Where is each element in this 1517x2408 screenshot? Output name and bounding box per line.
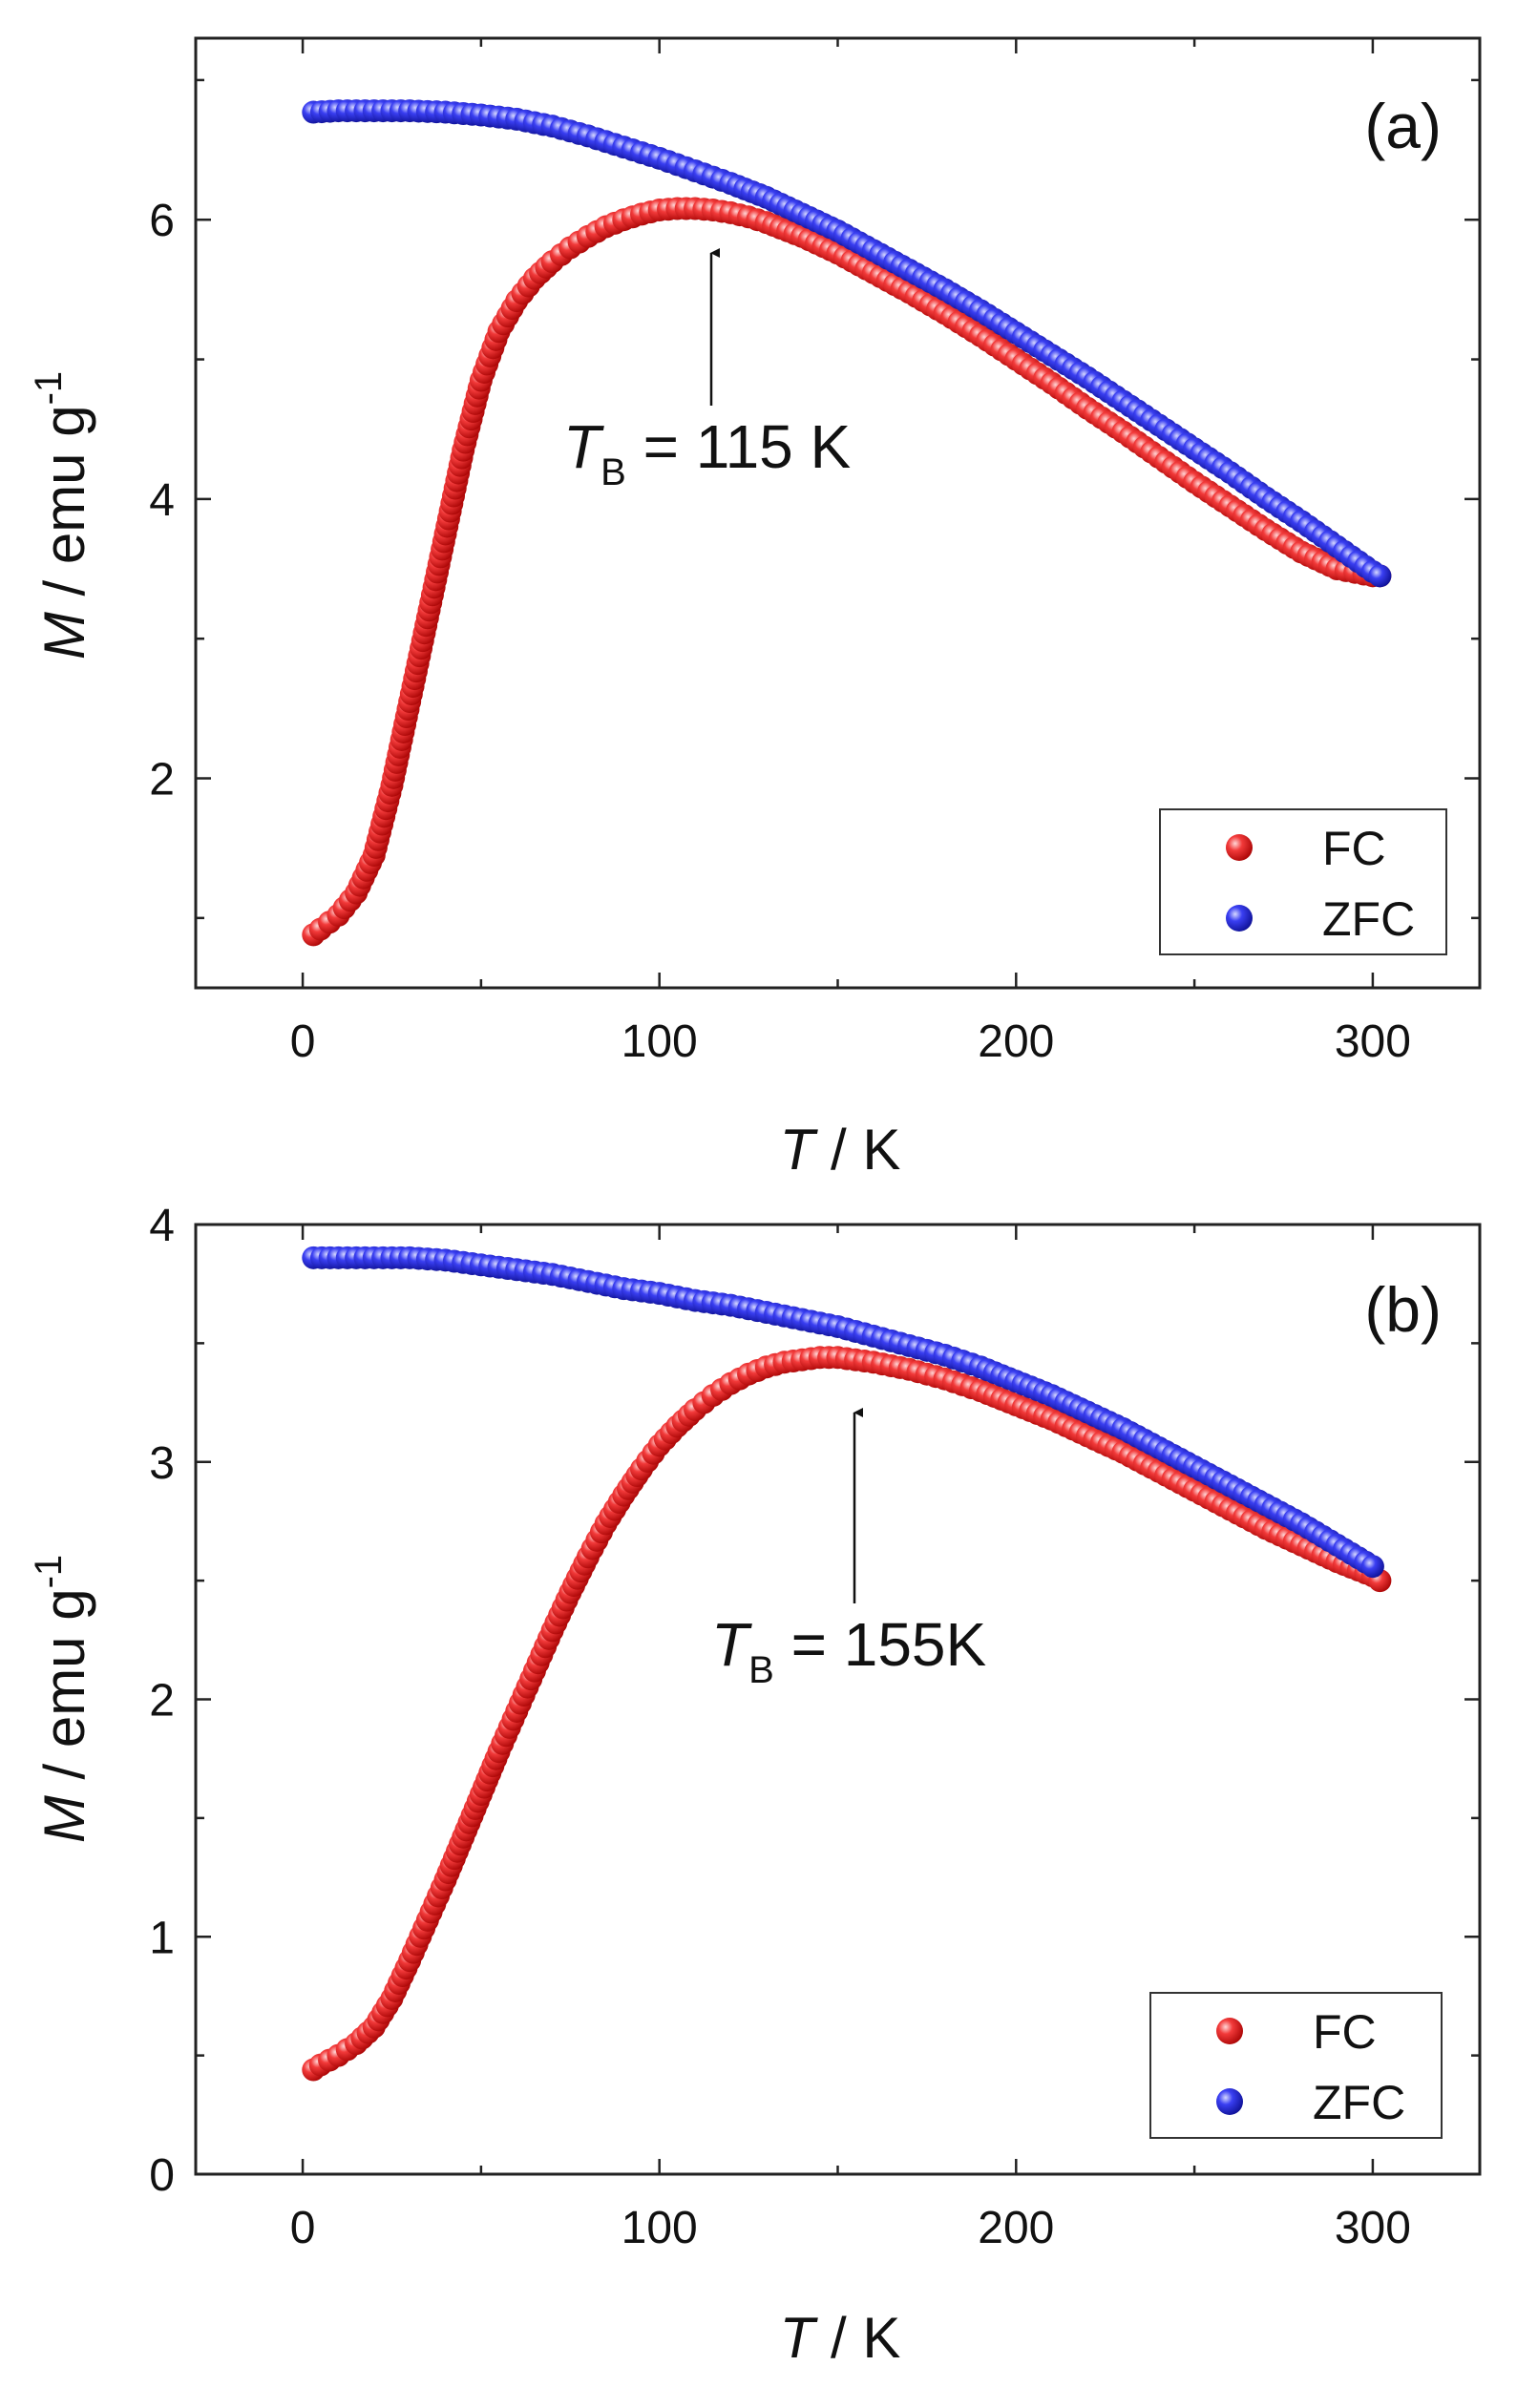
x-tick-label: 0 bbox=[290, 2203, 316, 2253]
y-tick-label: 1 bbox=[149, 1913, 175, 1963]
series-zfc-a bbox=[302, 99, 1392, 588]
y-ticks-a: 2 4 6 bbox=[149, 78, 1480, 920]
y-tick-label: 6 bbox=[149, 196, 175, 246]
legend-marker-fc-b bbox=[1216, 2018, 1243, 2044]
panel-a: 0 100 200 300 2 4 6 (a) TB = 115 K FC ZFC T /… bbox=[28, 36, 1482, 1182]
legend-box-b bbox=[1149, 1992, 1443, 2139]
panel-b: 0 100 200 300 0 1 2 3 4 (b) TB = 155K FC ZFC T … bbox=[28, 1201, 1482, 2370]
legend-a: FC ZFC bbox=[1159, 808, 1447, 955]
x-tick-label: 300 bbox=[1335, 1016, 1411, 1067]
panel-label-a: (a) bbox=[1364, 91, 1442, 161]
x-tick-label: 200 bbox=[978, 1016, 1054, 1067]
legend-b: FC ZFC bbox=[1149, 1992, 1443, 2139]
legend-marker-fc-a bbox=[1226, 834, 1253, 861]
x-ticks-b: 0 100 200 300 bbox=[290, 1225, 1411, 2253]
legend-label-zfc-b: ZFC bbox=[1313, 2076, 1405, 2129]
point-zfc bbox=[1368, 564, 1392, 588]
legend-label-zfc-a: ZFC bbox=[1322, 892, 1415, 946]
legend-marker-zfc-a bbox=[1226, 905, 1253, 932]
legend-box-a bbox=[1159, 808, 1447, 955]
annotation-b: TB = 155K bbox=[711, 1408, 986, 1691]
x-tick-label: 200 bbox=[978, 2203, 1054, 2253]
y-tick-label: 0 bbox=[149, 2150, 175, 2201]
panel-label-b: (b) bbox=[1364, 1274, 1442, 1345]
x-ticks-a: 0 100 200 300 bbox=[290, 38, 1411, 1067]
x-tick-label: 300 bbox=[1335, 2203, 1411, 2253]
series-fc-b bbox=[302, 1346, 1392, 2082]
y-ticks-b: 0 1 2 3 4 bbox=[149, 1201, 1480, 2201]
y-tick-label: 3 bbox=[149, 1438, 175, 1489]
series-zfc-b bbox=[302, 1246, 1384, 1579]
annotation-text-a: TB = 115 K bbox=[563, 412, 851, 493]
y-tick-label: 4 bbox=[149, 1201, 175, 1251]
legend-label-fc-a: FC bbox=[1322, 822, 1386, 875]
y-axis-label-b: M / emu g-1 bbox=[28, 1555, 96, 1843]
legend-label-fc-b: FC bbox=[1313, 2005, 1377, 2059]
legend-marker-zfc-b bbox=[1216, 2088, 1243, 2115]
x-tick-label: 100 bbox=[622, 1016, 698, 1067]
annotation-a: TB = 115 K bbox=[563, 248, 851, 493]
x-tick-label: 100 bbox=[622, 2203, 698, 2253]
point-zfc bbox=[1360, 1555, 1384, 1579]
y-axis-label-a: M / emu g-1 bbox=[28, 371, 96, 660]
series-fc-a bbox=[302, 197, 1392, 947]
x-tick-label: 0 bbox=[290, 1016, 316, 1067]
annotation-text-b: TB = 155K bbox=[711, 1610, 986, 1691]
x-axis-label-b: T / K bbox=[780, 2306, 901, 2370]
y-tick-label: 2 bbox=[149, 755, 175, 806]
x-axis-label-a: T / K bbox=[780, 1118, 901, 1182]
y-tick-label: 2 bbox=[149, 1676, 175, 1727]
y-tick-label: 4 bbox=[149, 475, 175, 526]
